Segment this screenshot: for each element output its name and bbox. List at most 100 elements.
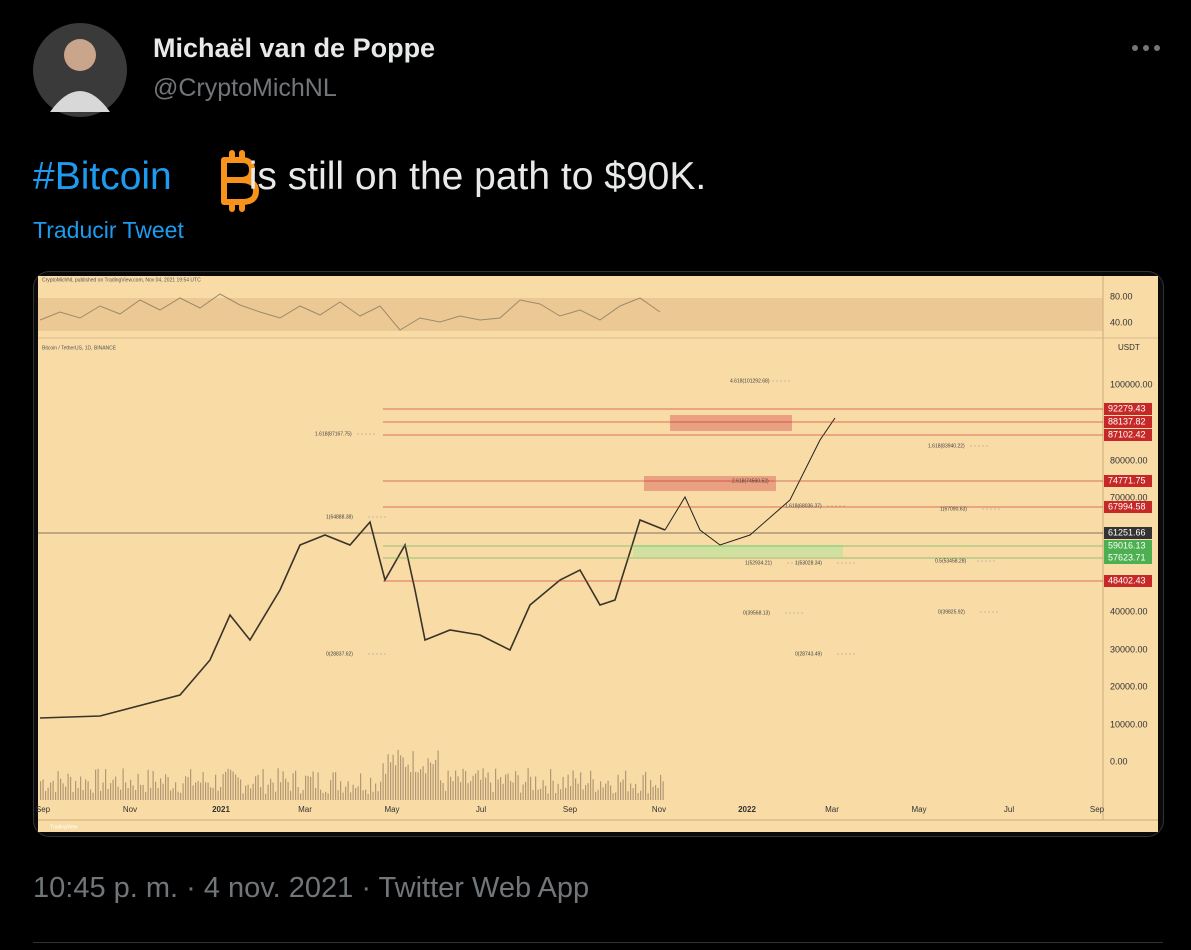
fib-label: 2.618(74560.52) [732,478,769,484]
volume-bar [272,782,274,800]
volume-bar [225,771,227,800]
time-tick: Sep [563,805,578,814]
price-tag [1104,501,1152,513]
volume-bar [280,782,282,800]
volume-bar [235,774,237,800]
author-handle[interactable]: @CryptoMichNL [153,74,337,102]
volume-bar [400,755,402,800]
volume-bar [562,776,564,800]
volume-bar [402,757,404,800]
volume-bar [110,783,112,800]
volume-bar [380,781,382,800]
volume-bar [652,786,654,800]
volume-bar [580,772,582,800]
volume-bar [547,793,549,800]
volume-bar [107,789,109,800]
volume-bar [167,777,169,800]
volume-bar [432,764,434,800]
volume-bar [250,788,252,800]
volume-bar [640,790,642,800]
more-menu[interactable] [1132,45,1160,51]
volume-bar [510,780,512,800]
volume-bar [220,786,222,800]
volume-bar [495,768,497,800]
volume-bar [507,773,509,800]
volume-bar [302,789,304,800]
volume-bar [352,784,354,800]
volume-bar [230,769,232,800]
volume-bar [445,790,447,800]
volume-bar [145,791,147,800]
volume-bar [290,790,292,800]
volume-bar [160,778,162,800]
translate-link[interactable]: Traducir Tweet [33,217,184,243]
volume-bar [315,788,317,800]
volume-bar [422,766,424,800]
volume-bar [645,771,647,800]
volume-bar [377,791,379,800]
time-tick: Jul [1004,805,1014,814]
time-tick: May [911,805,926,814]
volume-bar [112,779,114,800]
volume-bar [142,784,144,800]
volume-bar [82,789,84,800]
volume-bar [150,787,152,800]
volume-bar [430,762,432,800]
volume-bar [262,769,264,800]
volume-bar [350,792,352,800]
volume-bar [407,764,409,800]
volume-bar [480,779,482,800]
volume-bar [227,768,229,800]
volume-bar [440,780,442,800]
volume-bar [552,780,554,800]
price-tick: 0.00 [1110,756,1128,766]
volume-bar [232,771,234,800]
volume-bar [52,780,54,800]
volume-bar [360,773,362,800]
volume-bar [600,781,602,800]
volume-bar [657,787,659,800]
author-name[interactable]: Michaël van de Poppe [153,33,436,63]
volume-bar [320,789,322,800]
volume-bar [370,777,372,800]
volume-bar [515,771,517,800]
volume-bar [175,782,177,800]
volume-bar [190,769,192,800]
fib-label: 1(64888.38) [326,514,353,520]
volume-bar [157,787,159,800]
volume-bar [115,776,117,800]
price-candles [39,518,666,719]
volume-bar [590,770,592,800]
volume-bar [122,768,124,800]
volume-bar [65,786,67,800]
volume-bar [132,785,134,800]
volume-bar [210,787,212,800]
volume-bar [337,790,339,800]
volume-bar [650,780,652,800]
volume-bar [102,782,104,800]
fib-label: 1(53028.34) [795,560,822,566]
volume-bar [182,783,184,800]
volume-bar [100,790,102,800]
volume-bar [577,783,579,800]
fib-label: 1.618(68036.37) [785,503,822,509]
volume-bar [95,769,97,800]
chart-symbol: Bitcoin / TetherUS, 1D, BINANCE [42,345,117,351]
volume-bar [502,783,504,800]
volume-bar [622,779,624,800]
price-tag-label: 59016.13 [1108,540,1146,550]
volume-bar [490,782,492,800]
volume-bar [287,781,289,800]
volume-bar [217,790,219,800]
volume-bar [327,793,329,800]
time-tick: Sep [36,805,51,814]
volume-bar [517,775,519,800]
volume-bar [635,783,637,800]
volume-bar [452,781,454,800]
volume-bar [120,789,122,800]
volume-bar [642,775,644,800]
hashtag[interactable]: #Bitcoin [33,155,172,198]
volume [40,749,664,800]
volume-bar [615,792,617,800]
